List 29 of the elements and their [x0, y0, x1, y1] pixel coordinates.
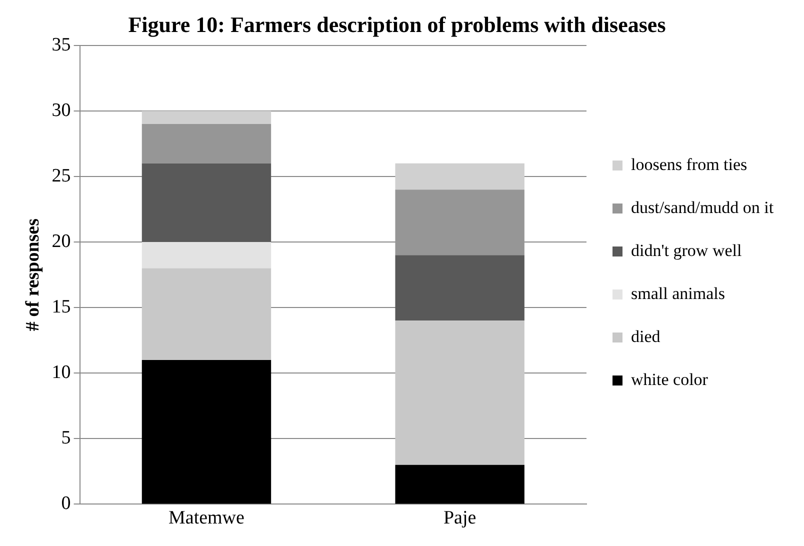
- bar: [142, 242, 272, 268]
- legend-label: white color: [631, 370, 708, 389]
- bar: [142, 163, 272, 242]
- y-tick-label: 15: [52, 296, 71, 318]
- legend-label: dust/sand/mudd on it: [631, 198, 774, 217]
- y-axis-title: # of responses: [22, 218, 44, 332]
- y-tick-label: 25: [52, 165, 71, 186]
- bar: [395, 255, 524, 321]
- y-tick-label: 20: [52, 231, 71, 252]
- chart-title: Figure 10: Farmers description of problems with diseases: [128, 12, 666, 37]
- bar: [395, 320, 524, 465]
- y-tick-label: 30: [52, 100, 71, 121]
- bar: [142, 124, 272, 164]
- legend-label: loosens from ties: [631, 154, 748, 174]
- bar: [142, 268, 272, 360]
- y-tick-label: 10: [52, 362, 71, 384]
- y-tick-label: 0: [61, 493, 71, 514]
- x-tick-label: Matemwe: [168, 508, 244, 529]
- legend-label: small animals: [631, 284, 725, 303]
- bar: [142, 110, 272, 124]
- bar: [395, 190, 524, 256]
- legend-label: died: [631, 326, 661, 346]
- bar: [395, 464, 524, 504]
- bar: [395, 163, 524, 190]
- x-tick-label: Paje: [443, 508, 476, 529]
- y-tick-label: 35: [52, 34, 71, 56]
- bar: [142, 360, 272, 504]
- y-tick-label: 5: [61, 428, 71, 449]
- legend-label: didn't grow well: [631, 240, 742, 260]
